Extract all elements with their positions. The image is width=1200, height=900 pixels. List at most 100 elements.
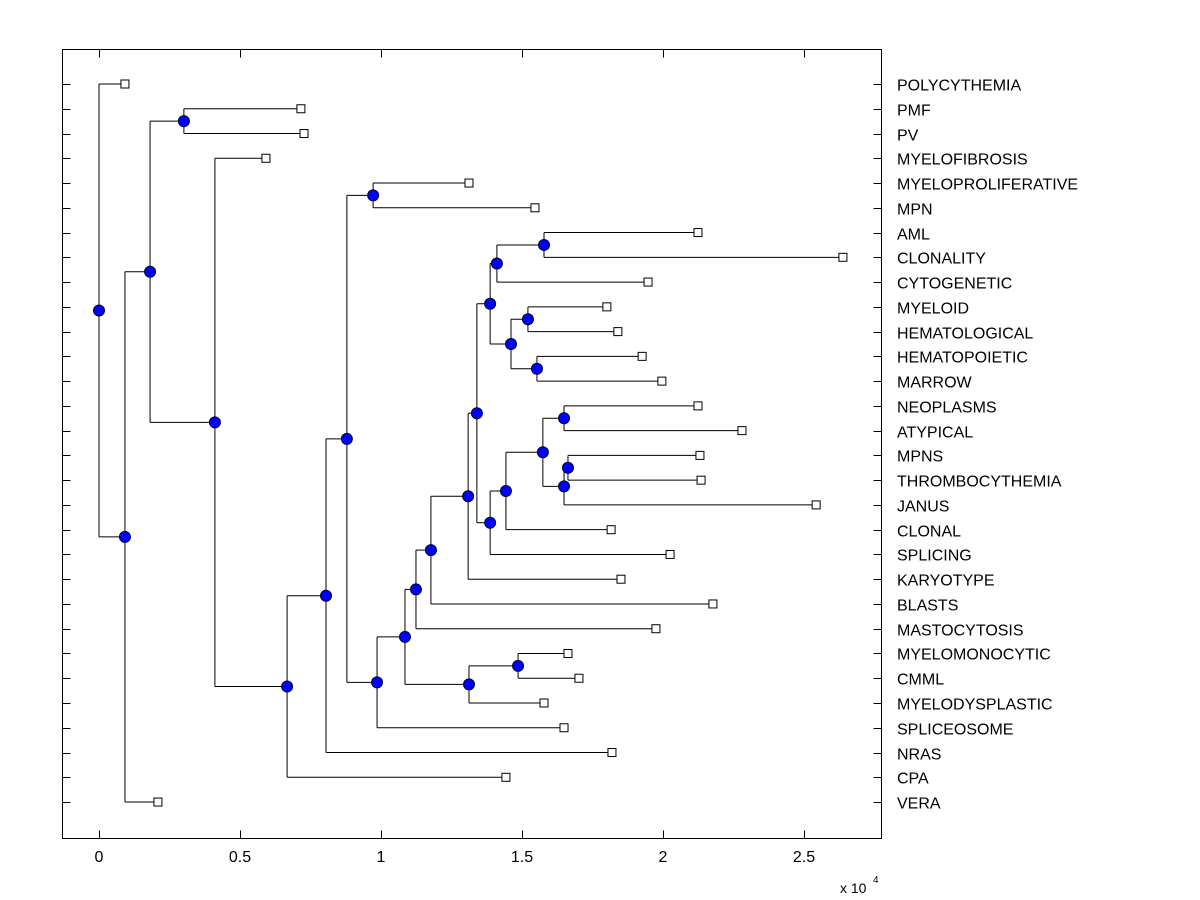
- x-tick-label: 1: [377, 849, 386, 866]
- leaf-marker-mpns: [695, 450, 705, 460]
- x-tick-label: 0.5: [229, 849, 251, 866]
- x-tick-label: 2.5: [793, 849, 815, 866]
- internal-node-n_n: [505, 337, 518, 350]
- x-scale-label: x 10: [840, 880, 867, 896]
- internal-node-n_f: [371, 676, 384, 689]
- leaf-label-thrombocythemia: THROMBOCYTHEMIA: [897, 474, 1062, 491]
- internal-node-n_s: [536, 446, 549, 459]
- leaf-marker-thrombocythemia: [696, 475, 706, 485]
- internal-node-n_vera: [118, 530, 131, 543]
- leaf-marker-atypical: [737, 426, 747, 436]
- leaf-marker-spliceosome: [559, 723, 569, 733]
- internal-node-n_cmml1: [462, 678, 475, 691]
- leaf-labels: POLYCYTHEMIA PMF PV MYELOFIBROSIS MYELOPROLI…: [897, 78, 1078, 813]
- leaf-marker-cytogenetic: [643, 277, 653, 287]
- internal-node-n_o: [521, 313, 534, 326]
- internal-node-n_root: [93, 304, 105, 317]
- leaf-marker-cmml: [574, 673, 584, 683]
- leaf-marker-pv: [299, 129, 309, 139]
- leaf-label-mpn: MPN: [897, 202, 933, 219]
- leaf-marker-janus: [811, 500, 821, 510]
- internal-node-n_h: [409, 583, 422, 596]
- leaf-label-myelofibrosis: MYELOFIBROSIS: [897, 152, 1028, 169]
- internal-node-n_mpn: [367, 189, 380, 202]
- leaf-label-neoplasms: NEOPLASMS: [897, 400, 997, 417]
- leaf-label-clonality: CLONALITY: [897, 251, 986, 268]
- internal-node-n_pmf: [177, 115, 190, 128]
- leaf-marker-clonality: [838, 252, 848, 262]
- internal-node-n_b: [208, 416, 221, 429]
- leaf-label-myelodysplastic: MYELODYSPLASTIC: [897, 697, 1053, 714]
- leaf-label-polycythemia: POLYCYTHEMIA: [897, 78, 1022, 95]
- x-tick-label: 1.5: [511, 849, 533, 866]
- internal-node-n_c: [281, 680, 294, 693]
- leaf-label-mpns: MPNS: [897, 449, 943, 466]
- leaf-marker-karyotype: [616, 574, 626, 584]
- leaf-label-myeloid: MYELOID: [897, 301, 969, 318]
- leaf-marker-hematopoietic: [637, 351, 647, 361]
- leaf-marker-pmf: [296, 104, 306, 114]
- x-axis-ticks: [99, 49, 805, 839]
- leaf-marker-polycythemia: [120, 79, 130, 89]
- leaf-marker-neoplasms: [693, 401, 703, 411]
- leaf-label-cmml: CMML: [897, 672, 944, 689]
- leaf-marker-mpn: [530, 203, 540, 213]
- leaf-marker-nras: [607, 748, 617, 758]
- internal-node-n_g: [398, 630, 411, 643]
- leaf-label-hematological: HEMATOLOGICAL: [897, 326, 1033, 343]
- leaf-marker-mastocytosis: [651, 624, 661, 634]
- x-tick-label: 2: [659, 849, 668, 866]
- leaf-markers: [120, 79, 848, 807]
- leaf-marker-myeloid: [602, 302, 612, 312]
- internal-node-n_e: [340, 432, 353, 445]
- leaf-marker-myelomonocytic: [563, 648, 573, 658]
- leaf-marker-vera: [153, 797, 163, 807]
- internal-node-n_j: [462, 490, 475, 503]
- leaf-label-nras: NRAS: [897, 747, 941, 764]
- internal-node-n_r: [499, 484, 512, 497]
- leaf-label-mastocytosis: MASTOCYTOSIS: [897, 623, 1024, 640]
- internal-node-n_l: [484, 297, 497, 310]
- internal-node-n_aml: [537, 238, 550, 251]
- leaf-marker-cpa: [501, 772, 511, 782]
- x-tick-labels: 0 0.5 1 1.5 2 2.5: [95, 849, 816, 866]
- leaf-label-splicing: SPLICING: [897, 548, 972, 565]
- leaf-label-vera: VERA: [897, 796, 941, 813]
- internal-node-n_p: [530, 362, 543, 375]
- leaf-label-cytogenetic: CYTOGENETIC: [897, 276, 1012, 293]
- leaf-label-spliceosome: SPLICEOSOME: [897, 722, 1013, 739]
- leaf-marker-myeloproliferative: [464, 178, 474, 188]
- leaf-marker-myelodysplastic: [539, 698, 549, 708]
- internal-node-n_a: [144, 265, 157, 278]
- leaf-label-janus: JANUS: [897, 499, 949, 516]
- leaf-label-marrow: MARROW: [897, 375, 973, 392]
- internal-node-n_v: [561, 461, 574, 474]
- leaf-label-cpa: CPA: [897, 771, 929, 788]
- leaf-label-blasts: BLASTS: [897, 598, 958, 615]
- internal-node-n_t: [558, 412, 571, 425]
- internal-node-n_u: [558, 480, 571, 493]
- axes-box: [62, 49, 882, 839]
- internal-node-n_m: [490, 257, 503, 270]
- leaf-label-hematopoietic: HEMATOPOIETIC: [897, 350, 1028, 367]
- leaf-label-myeloproliferative: MYELOPROLIFERATIVE: [897, 177, 1078, 194]
- leaf-label-pmf: PMF: [897, 103, 931, 120]
- leaf-label-myelomonocytic: MYELOMONOCYTIC: [897, 647, 1051, 664]
- x-scale-exponent: 4: [873, 875, 879, 886]
- leaf-marker-blasts: [708, 599, 718, 609]
- leaf-marker-clonal: [606, 525, 616, 535]
- internal-node-n_cmml2: [512, 659, 525, 672]
- leaf-marker-marrow: [657, 376, 667, 386]
- internal-node-markers: [93, 115, 574, 693]
- internal-node-n_k: [470, 407, 483, 420]
- leaf-label-clonal: CLONAL: [897, 524, 961, 541]
- leaf-label-pv: PV: [897, 128, 919, 145]
- leaf-label-aml: AML: [897, 227, 930, 244]
- y-axis-ticks: [62, 84, 882, 803]
- internal-node-n_q: [484, 516, 497, 529]
- x-tick-label: 0: [95, 849, 104, 866]
- leaf-label-atypical: ATYPICAL: [897, 425, 973, 442]
- leaf-marker-splicing: [665, 549, 675, 559]
- leaf-marker-hematological: [613, 327, 623, 337]
